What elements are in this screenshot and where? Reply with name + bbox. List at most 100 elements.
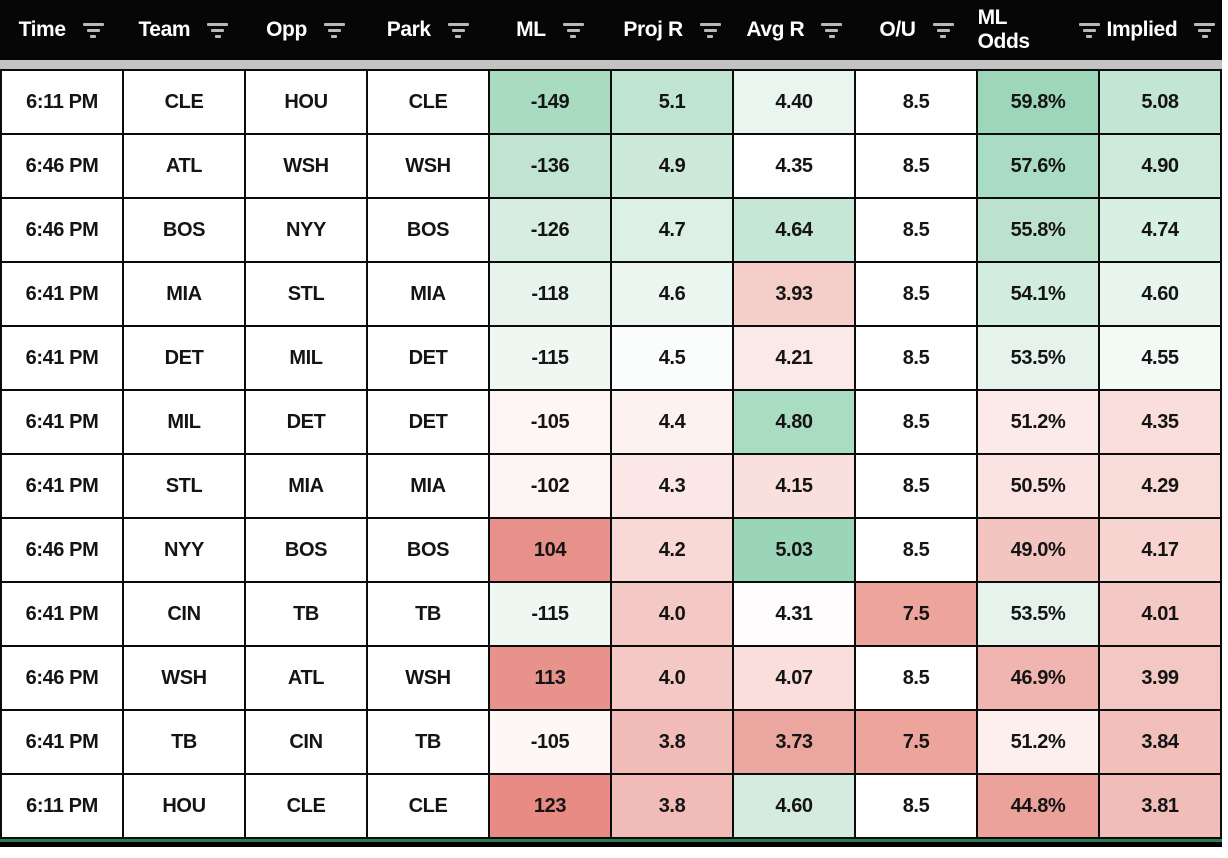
cell-opp: CIN [244, 709, 368, 775]
cell-ml: -102 [488, 453, 612, 519]
cell-team: MIA [122, 261, 246, 327]
cell-opp: NYY [244, 197, 368, 263]
cell-ml_odds: 55.8% [976, 197, 1100, 263]
cell-ml: -118 [488, 261, 612, 327]
cell-team: WSH [122, 645, 246, 711]
cell-ou: 8.5 [854, 773, 978, 839]
cell-avg_r: 4.15 [732, 453, 856, 519]
column-label: Opp [266, 18, 307, 41]
filter-sort-icon[interactable] [562, 22, 584, 38]
cell-team: CIN [122, 581, 246, 647]
cell-time: 6:41 PM [0, 389, 124, 455]
cell-time: 6:41 PM [0, 325, 124, 391]
cell-opp: MIL [244, 325, 368, 391]
cell-ou: 8.5 [854, 69, 978, 135]
column-label: Park [386, 18, 431, 41]
cell-opp: TB [244, 581, 368, 647]
column-label: Avg R [746, 18, 805, 41]
cell-team: ATL [122, 133, 246, 199]
cell-ml_odds: 49.0% [976, 517, 1100, 583]
cell-implied: 3.81 [1098, 773, 1222, 839]
cell-park: WSH [366, 133, 490, 199]
cell-implied: 4.29 [1098, 453, 1222, 519]
cell-implied: 4.90 [1098, 133, 1222, 199]
filter-sort-icon[interactable] [82, 22, 104, 38]
cell-avg_r: 4.64 [732, 197, 856, 263]
cell-proj_r: 4.9 [610, 133, 734, 199]
cell-proj_r: 3.8 [610, 773, 734, 839]
column-header-proj_r[interactable]: Proj R [611, 0, 733, 60]
cell-park: MIA [366, 453, 490, 519]
cell-avg_r: 4.40 [732, 69, 856, 135]
header-divider [0, 60, 1222, 69]
cell-proj_r: 4.4 [610, 389, 734, 455]
column-label: ML [516, 18, 546, 41]
filter-sort-icon[interactable] [1078, 22, 1100, 38]
column-header-ml_odds[interactable]: ML Odds [978, 0, 1100, 60]
cell-proj_r: 4.3 [610, 453, 734, 519]
table-body: 6:11 PM CLE HOU CLE -149 5.1 4.40 8.5 59.8% 5.08 6… [0, 69, 1222, 839]
filter-sort-icon[interactable] [1194, 22, 1216, 38]
table-row: 6:11 PM HOU CLE CLE 123 3.8 4.60 8.5 44.8% 3.81 [0, 773, 1222, 839]
table-bottom-border [0, 839, 1222, 847]
cell-ml: -115 [488, 325, 612, 391]
cell-avg_r: 4.35 [732, 133, 856, 199]
cell-team: HOU [122, 773, 246, 839]
cell-ml: 113 [488, 645, 612, 711]
filter-sort-icon[interactable] [207, 22, 229, 38]
column-header-avg_r[interactable]: Avg R [733, 0, 855, 60]
cell-park: MIA [366, 261, 490, 327]
filter-sort-icon[interactable] [699, 22, 721, 38]
cell-ml: -149 [488, 69, 612, 135]
table-row: 6:46 PM BOS NYY BOS -126 4.7 4.64 8.5 55.8% 4.74 [0, 197, 1222, 263]
cell-proj_r: 4.0 [610, 645, 734, 711]
cell-park: DET [366, 389, 490, 455]
filter-sort-icon[interactable] [447, 22, 469, 38]
cell-time: 6:11 PM [0, 773, 124, 839]
column-header-time[interactable]: Time [0, 0, 122, 60]
cell-implied: 4.35 [1098, 389, 1222, 455]
cell-opp: ATL [244, 645, 368, 711]
cell-time: 6:41 PM [0, 261, 124, 327]
column-header-opp[interactable]: Opp [244, 0, 366, 60]
cell-team: NYY [122, 517, 246, 583]
table-row: 6:46 PM NYY BOS BOS 104 4.2 5.03 8.5 49.0% 4.17 [0, 517, 1222, 583]
column-label: Implied [1106, 18, 1178, 41]
cell-ou: 8.5 [854, 133, 978, 199]
cell-proj_r: 4.0 [610, 581, 734, 647]
column-header-park[interactable]: Park [367, 0, 489, 60]
cell-opp: HOU [244, 69, 368, 135]
table-row: 6:41 PM MIL DET DET -105 4.4 4.80 8.5 51.2% 4.35 [0, 389, 1222, 455]
cell-implied: 5.08 [1098, 69, 1222, 135]
cell-implied: 4.17 [1098, 517, 1222, 583]
cell-implied: 3.99 [1098, 645, 1222, 711]
cell-team: CLE [122, 69, 246, 135]
cell-time: 6:46 PM [0, 645, 124, 711]
table-row: 6:41 PM DET MIL DET -115 4.5 4.21 8.5 53.5% 4.55 [0, 325, 1222, 391]
column-header-ml[interactable]: ML [489, 0, 611, 60]
table-row: 6:46 PM ATL WSH WSH -136 4.9 4.35 8.5 57.6% 4.90 [0, 133, 1222, 199]
cell-ou: 8.5 [854, 453, 978, 519]
cell-team: STL [122, 453, 246, 519]
cell-implied: 4.74 [1098, 197, 1222, 263]
cell-proj_r: 3.8 [610, 709, 734, 775]
cell-avg_r: 4.31 [732, 581, 856, 647]
column-header-ou[interactable]: O/U [855, 0, 977, 60]
cell-ou: 8.5 [854, 197, 978, 263]
cell-park: WSH [366, 645, 490, 711]
table-header-row: Time Team Opp Park ML Proj R Avg R O/U ML Odds Im… [0, 0, 1222, 60]
filter-sort-icon[interactable] [323, 22, 345, 38]
cell-park: DET [366, 325, 490, 391]
column-header-implied[interactable]: Implied [1100, 0, 1222, 60]
cell-proj_r: 5.1 [610, 69, 734, 135]
column-header-team[interactable]: Team [122, 0, 244, 60]
cell-time: 6:41 PM [0, 453, 124, 519]
filter-sort-icon[interactable] [932, 22, 954, 38]
filter-sort-icon[interactable] [821, 22, 843, 38]
cell-opp: CLE [244, 773, 368, 839]
cell-opp: STL [244, 261, 368, 327]
cell-proj_r: 4.7 [610, 197, 734, 263]
cell-ml_odds: 44.8% [976, 773, 1100, 839]
cell-ml: -105 [488, 389, 612, 455]
table-row: 6:41 PM STL MIA MIA -102 4.3 4.15 8.5 50.5% 4.29 [0, 453, 1222, 519]
